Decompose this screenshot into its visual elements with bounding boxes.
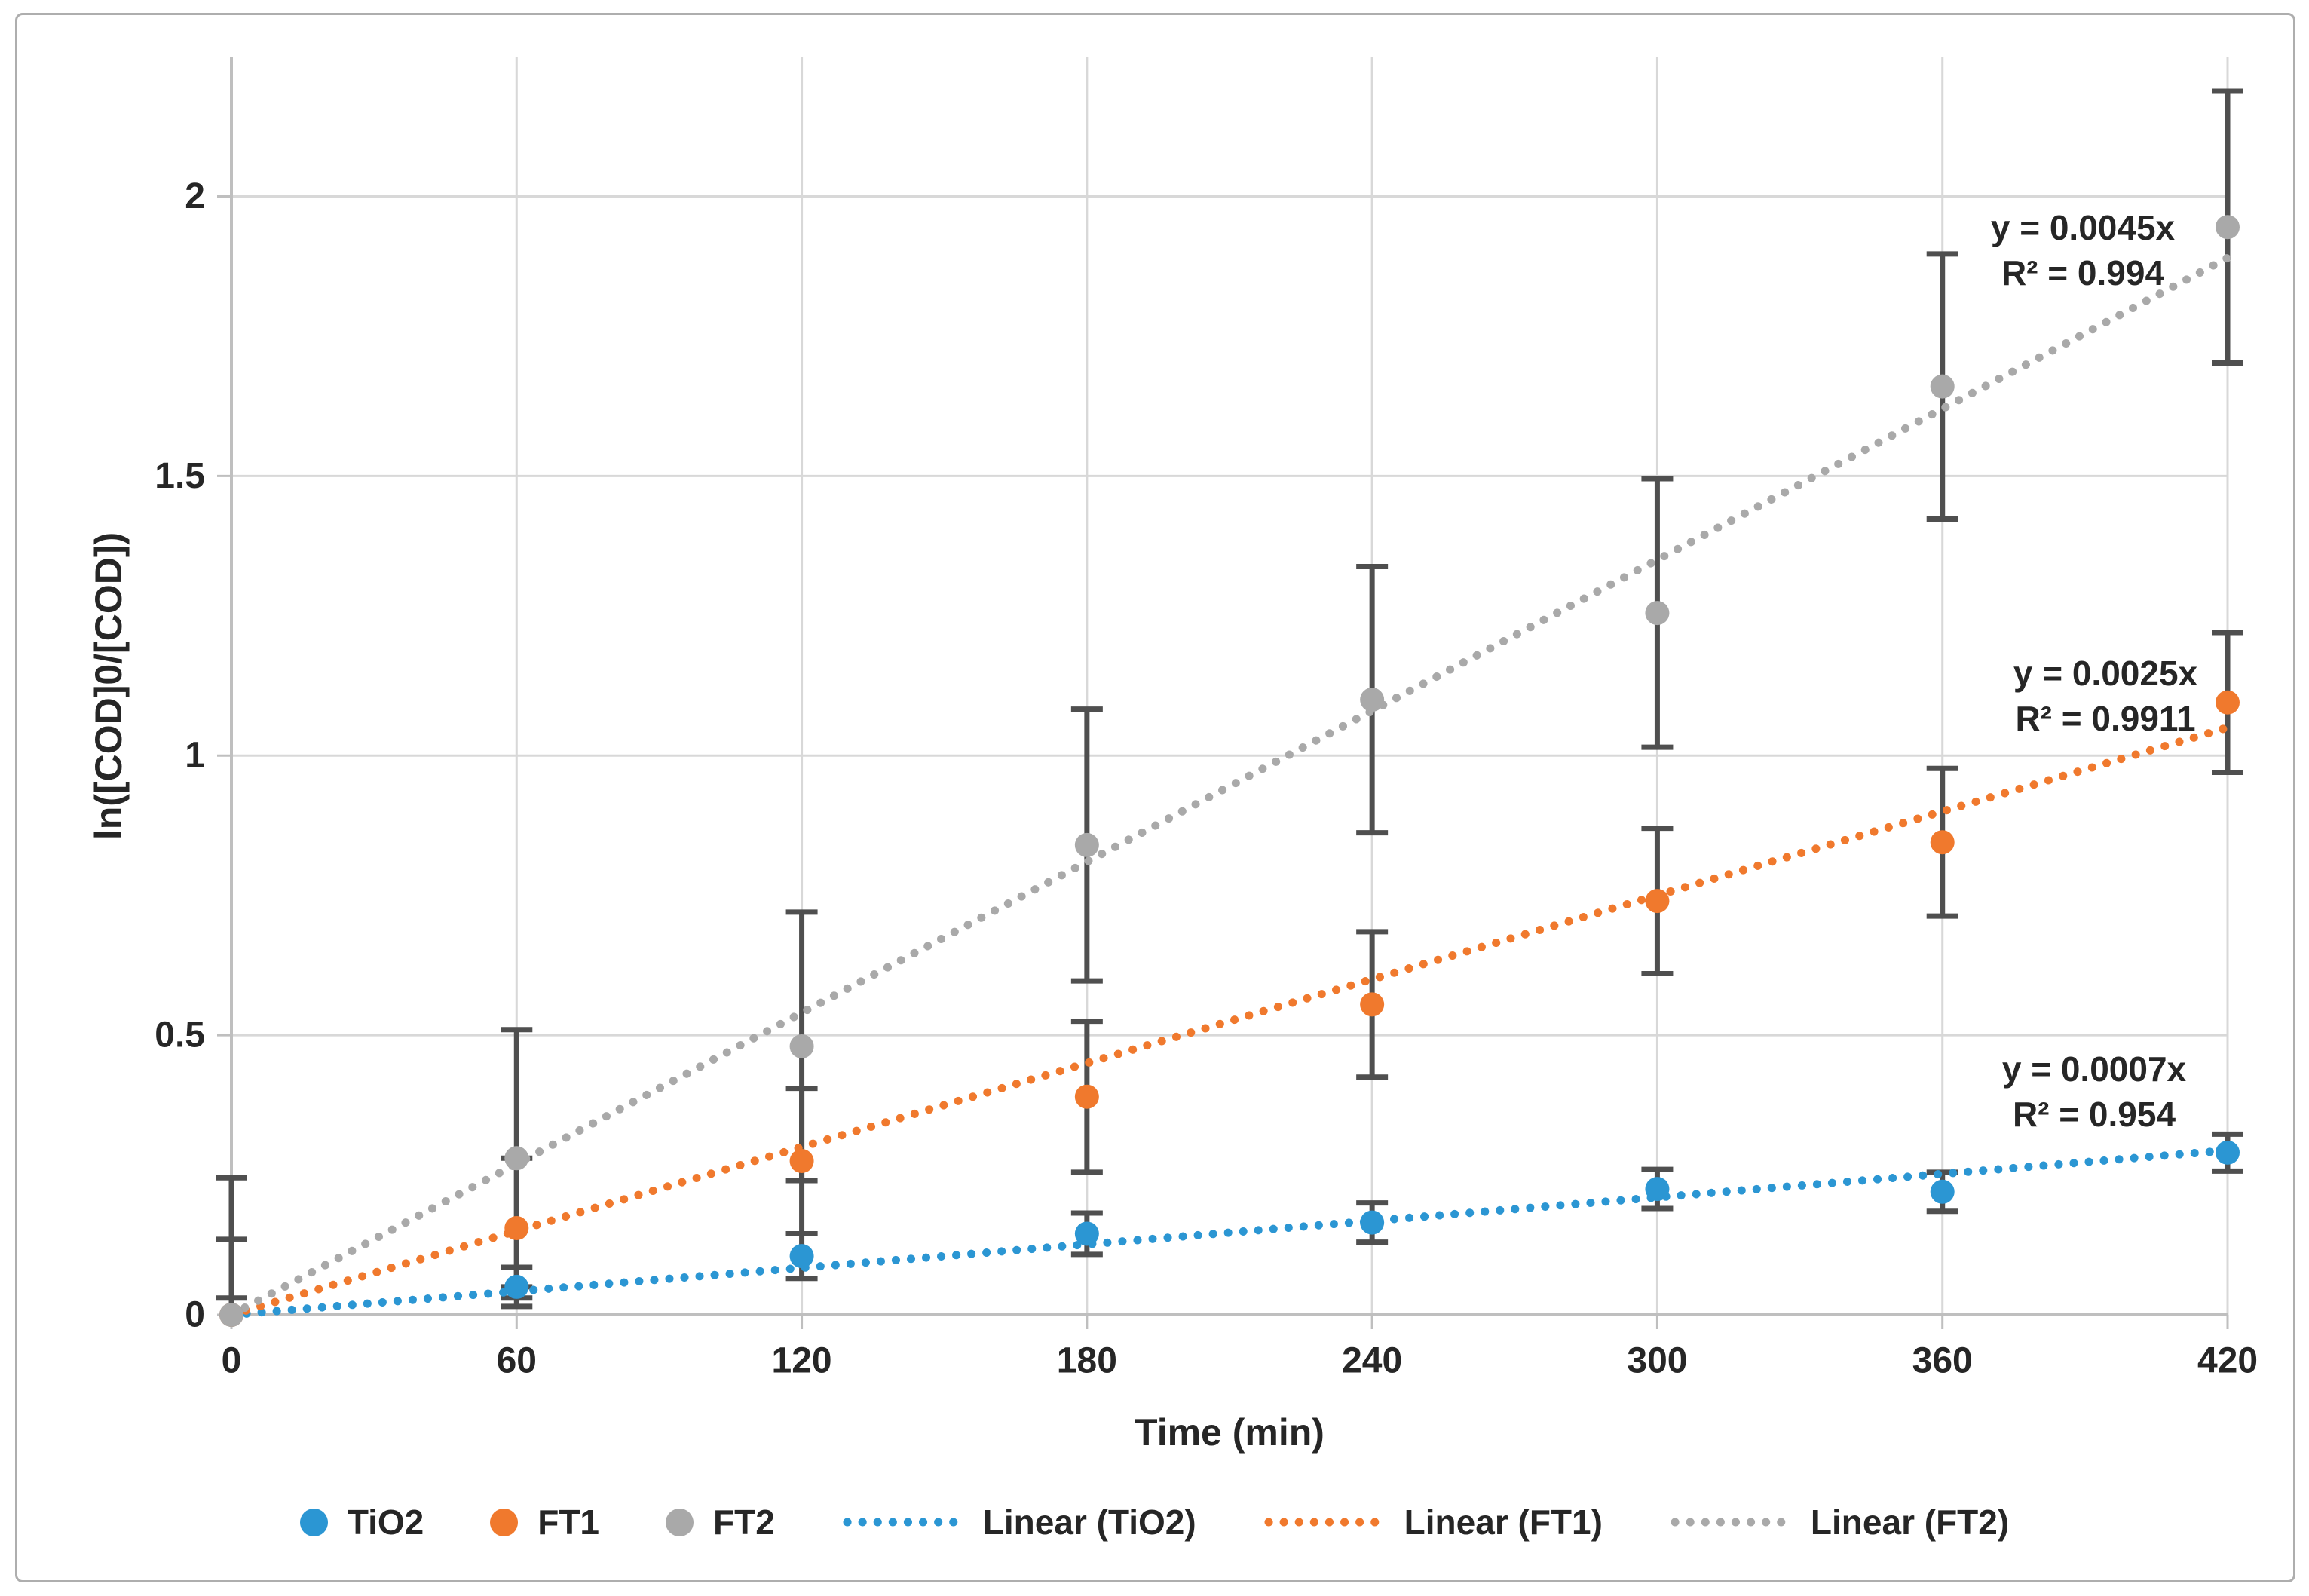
trendline-equation-ft1: y = 0.0025x [2013, 654, 2198, 693]
data-point-TiO2 [2216, 1140, 2240, 1165]
legend-item-ft1: FT1 [490, 1502, 599, 1542]
data-point-FT2 [1074, 832, 1099, 857]
legend-item-linear-ft1: Linear (FT1) [1263, 1502, 1603, 1542]
x-tick-label: 300 [1627, 1341, 1687, 1381]
x-tick-labels: 0 60 120 180 240 300 360 420 [222, 1341, 2258, 1381]
data-point-FT1 [1930, 830, 1955, 855]
trendline-equation-tio2: y = 0.0007x [2001, 1049, 2187, 1089]
y-tick-label: 0.5 [155, 1015, 205, 1055]
data-point-FT1 [789, 1149, 814, 1174]
data-point-FT2 [789, 1034, 814, 1058]
y-axis-title: ln([COD]0/[COD]) [87, 531, 130, 841]
trendline-label-tio2: y = 0.0007x R² = 0.954 [1943, 1046, 2245, 1137]
data-point-FT2 [1645, 601, 1670, 626]
trendline-FT1 [227, 723, 2232, 1319]
series-points-TiO2 [219, 1140, 2240, 1327]
legend-item-linear-ft2: Linear (FT2) [1669, 1502, 2009, 1542]
y-tick-label: 1.5 [155, 456, 205, 496]
data-point-FT1 [504, 1216, 529, 1241]
data-point-FT1 [1645, 889, 1670, 914]
data-point-FT2 [1360, 688, 1385, 712]
trendline-r2-ft1: R² = 0.9911 [2015, 699, 2196, 738]
series-dot-icon [490, 1508, 519, 1536]
legend-item-ft2: FT2 [666, 1502, 775, 1542]
series-dot-icon [666, 1508, 694, 1536]
gridlines [231, 57, 2229, 1315]
legend-label-ft2: FT2 [713, 1503, 775, 1542]
data-point-FT2 [504, 1146, 529, 1171]
data-point-TiO2 [1645, 1177, 1670, 1202]
x-tick-label: 120 [772, 1341, 832, 1381]
legend-item-tio2: TiO2 [299, 1502, 424, 1542]
legend-label-linear-ft1: Linear (FT1) [1404, 1503, 1603, 1542]
x-axis-title: Time (min) [1135, 1411, 1324, 1454]
x-tick-label: 60 [497, 1341, 537, 1381]
data-point-TiO2 [1360, 1210, 1385, 1235]
dotted-line-icon [1671, 1518, 1791, 1527]
data-point-TiO2 [789, 1244, 814, 1269]
data-point-FT2 [1930, 374, 1955, 399]
trendline-r2-ft2: R² = 0.994 [2001, 253, 2165, 293]
x-tick-label: 360 [1912, 1341, 1973, 1381]
legend-label-linear-ft2: Linear (FT2) [1810, 1503, 2010, 1542]
trendline-r2-tio2: R² = 0.954 [2012, 1095, 2176, 1134]
legend-label-linear-tio2: Linear (TiO2) [982, 1503, 1196, 1542]
trendline-FT2 [227, 253, 2232, 1319]
data-point-TiO2 [1074, 1221, 1099, 1246]
trendline-TiO2 [227, 1146, 2232, 1319]
dotted-line-icon [843, 1518, 963, 1527]
legend-label-tio2: TiO2 [347, 1503, 424, 1542]
x-tick-label: 0 [222, 1341, 242, 1381]
data-point-TiO2 [1930, 1179, 1955, 1204]
data-point-FT2 [2216, 215, 2240, 240]
y-tick-labels: 0 0.5 1 1.5 2 [155, 176, 205, 1335]
trendline-label-ft1: y = 0.0025x R² = 0.9911 [1955, 651, 2256, 741]
data-point-FT2 [219, 1303, 243, 1327]
data-point-TiO2 [504, 1274, 529, 1299]
x-tick-label: 180 [1057, 1341, 1117, 1381]
series-dot-icon [299, 1508, 328, 1536]
series-points-FT2 [219, 215, 2240, 1327]
x-tick-label: 240 [1342, 1341, 1402, 1381]
data-point-FT1 [1360, 992, 1385, 1017]
data-point-FT1 [1074, 1084, 1099, 1109]
y-tick-label: 0 [185, 1295, 205, 1335]
data-point-FT1 [2216, 690, 2240, 715]
trendline-label-ft2: y = 0.0045x R² = 0.994 [1932, 205, 2234, 296]
x-tick-label: 420 [2197, 1341, 2258, 1381]
dotted-line-icon [1264, 1518, 1385, 1527]
y-tick-label: 2 [185, 176, 205, 216]
legend-label-ft1: FT1 [537, 1503, 600, 1542]
y-tick-label: 1 [185, 736, 205, 776]
chart-legend: TiO2 FT1 FT2 Linear (TiO2) Linear (FT1) … [0, 1502, 2309, 1542]
legend-item-linear-tio2: Linear (TiO2) [841, 1502, 1196, 1542]
trendline-equation-ft2: y = 0.0045x [1990, 208, 2176, 247]
